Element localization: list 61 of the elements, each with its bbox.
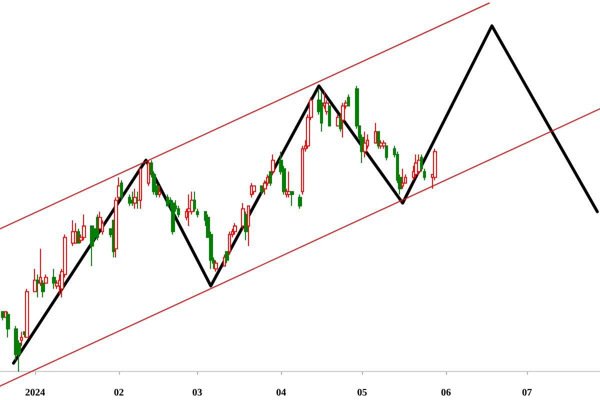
candlestick	[166, 194, 169, 206]
candlestick	[374, 122, 377, 144]
x-tick-label: 07	[522, 388, 532, 398]
candlestick	[136, 191, 140, 210]
candlestick	[139, 168, 142, 210]
x-tick-label: 02	[114, 388, 124, 398]
candlestick	[401, 168, 404, 190]
candlestick	[363, 131, 367, 158]
candlestick	[41, 280, 45, 298]
candlestick	[20, 331, 23, 346]
candlestick	[244, 211, 248, 241]
candlestick	[269, 171, 272, 186]
candlestick	[71, 220, 75, 246]
candlestick	[414, 154, 418, 178]
candlestick	[6, 311, 10, 338]
candlestick	[320, 91, 323, 132]
candlestick	[417, 154, 421, 175]
x-tick-label: 04	[276, 388, 286, 398]
candlestick	[385, 145, 388, 161]
candlestick	[90, 225, 94, 266]
candlestick	[52, 268, 56, 290]
candlestick	[233, 222, 237, 236]
candlestick	[247, 205, 250, 246]
candlestick	[77, 228, 80, 244]
candlestick	[44, 274, 48, 284]
candlestick	[290, 191, 294, 206]
candlestick	[328, 105, 331, 126]
candlestick	[147, 160, 150, 186]
candlestick	[347, 94, 350, 106]
candlestick	[298, 194, 302, 210]
candlestick	[36, 274, 40, 298]
candlestick	[131, 191, 134, 206]
candlestick	[382, 140, 386, 150]
candlestick	[158, 185, 161, 198]
candlestick	[33, 268, 37, 292]
candlestick	[225, 251, 229, 264]
candlestick	[223, 254, 226, 266]
candlestick	[133, 188, 137, 210]
candlestick	[187, 194, 191, 226]
candlestick	[379, 140, 383, 150]
candlestick	[214, 260, 218, 272]
candlestick	[339, 114, 342, 132]
candlestick	[1, 311, 4, 321]
x-tick-label: 06	[440, 388, 451, 398]
candlestick	[377, 131, 380, 150]
candlestick	[120, 180, 123, 201]
x-tick-label: 03	[192, 388, 202, 398]
candlestick	[271, 154, 275, 175]
candlestick	[287, 171, 291, 198]
candlestick	[252, 185, 256, 195]
x-tick-label: 2024	[25, 388, 46, 398]
candlestick	[39, 248, 42, 286]
candlestick	[341, 102, 345, 138]
candlestick	[228, 231, 231, 256]
candlestick	[74, 222, 77, 244]
candlestick	[128, 194, 131, 206]
candlestick	[25, 288, 29, 338]
candlestick	[171, 200, 175, 236]
x-tick-label: 05	[357, 388, 368, 398]
candlestick	[260, 185, 264, 195]
candlestick	[82, 214, 86, 241]
